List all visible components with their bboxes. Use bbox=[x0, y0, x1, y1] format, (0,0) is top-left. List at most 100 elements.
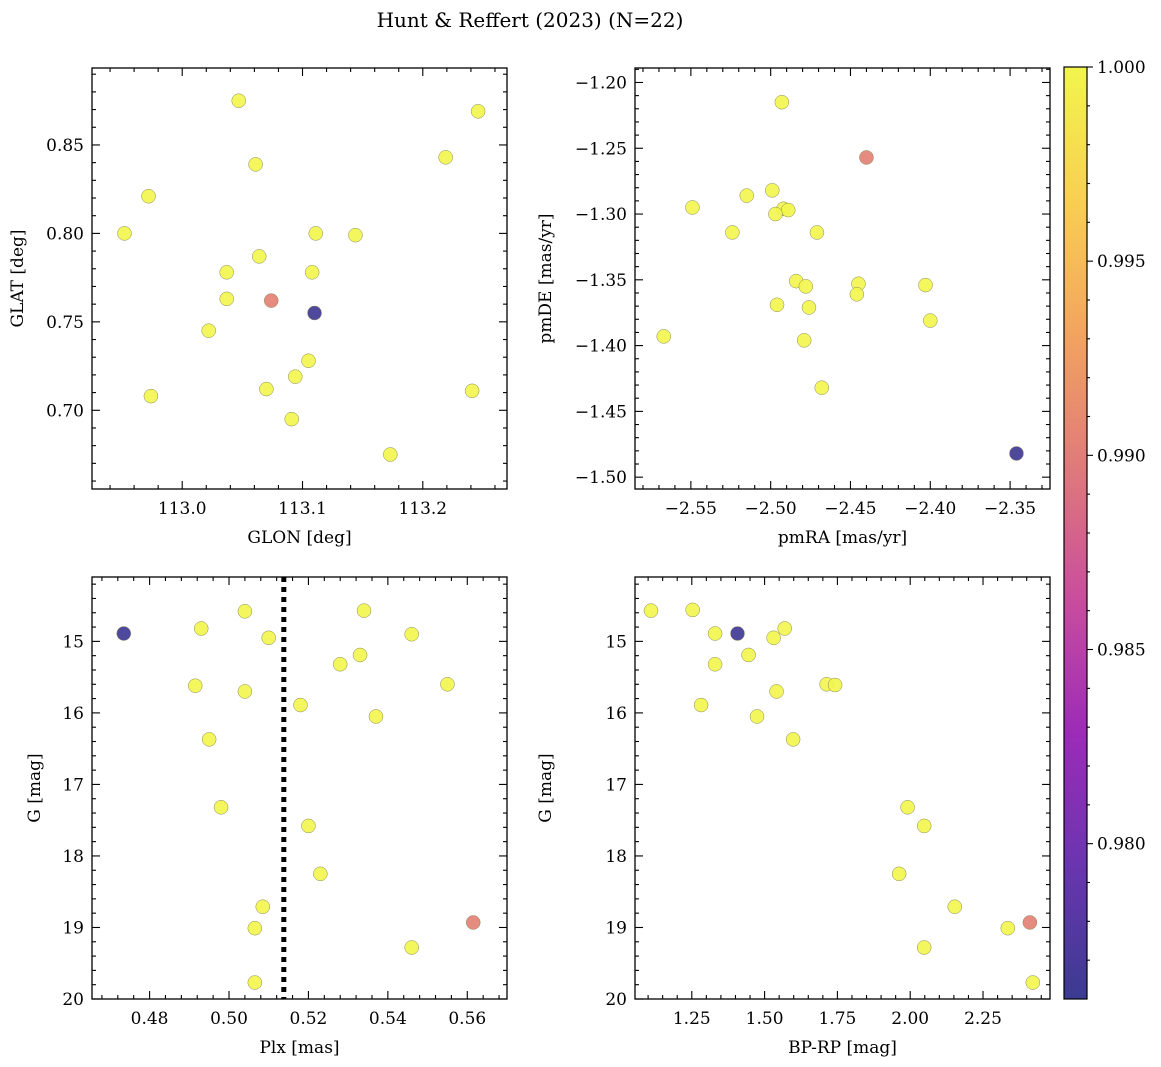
data-point bbox=[304, 265, 320, 280]
data-point bbox=[237, 604, 253, 619]
data-point bbox=[356, 603, 372, 618]
data-point bbox=[859, 150, 874, 165]
data-point bbox=[1000, 920, 1016, 936]
y-tick-label: 17 bbox=[62, 775, 84, 795]
y-axis-label: G [mag] bbox=[25, 753, 45, 822]
data-point bbox=[768, 206, 783, 222]
data-point bbox=[293, 697, 308, 713]
panel-pm: −2.55 −2.50 −2.45 −2.40 −2.35 −1.50 −1.45 −1.40… bbox=[536, 67, 1051, 548]
y-tick-label: 0.80 bbox=[46, 224, 84, 244]
data-point bbox=[765, 183, 780, 198]
y-tick-label: −1.40 bbox=[575, 337, 627, 357]
data-point bbox=[438, 150, 453, 165]
data-point bbox=[308, 226, 323, 241]
data-point bbox=[141, 188, 156, 204]
y-axis-label: pmDE [mas/yr] bbox=[536, 213, 556, 343]
data-point bbox=[352, 647, 368, 663]
x-tick-label: −2.50 bbox=[745, 499, 797, 519]
x-tick-label: 0.52 bbox=[290, 1009, 328, 1029]
y-tick-label: 20 bbox=[605, 990, 627, 1010]
data-point bbox=[219, 265, 234, 280]
x-axis-label: GLON [deg] bbox=[247, 528, 351, 548]
data-point bbox=[891, 866, 907, 882]
x-tick-label: 1.75 bbox=[818, 1009, 856, 1029]
data-point bbox=[827, 677, 843, 693]
y-tick-label: 20 bbox=[62, 990, 84, 1010]
y-tick-label: 17 bbox=[605, 775, 627, 795]
y-tick-label: −1.30 bbox=[575, 205, 627, 225]
data-point bbox=[261, 630, 276, 646]
colorbar-tick-label: 0.995 bbox=[1097, 252, 1146, 272]
data-point bbox=[707, 657, 723, 672]
data-point bbox=[213, 800, 229, 815]
figure-title: Hunt & Reffert (2023) (N=22) bbox=[377, 8, 684, 32]
colorbar-tick-label: 0.980 bbox=[1097, 835, 1146, 855]
data-point bbox=[332, 657, 348, 672]
data-point bbox=[368, 709, 384, 724]
x-axis-label: Plx [mas] bbox=[259, 1038, 339, 1058]
colorbar-gradient bbox=[1063, 66, 1088, 1000]
y-tick-label: 18 bbox=[62, 847, 84, 867]
data-point bbox=[774, 94, 790, 110]
data-point bbox=[464, 383, 480, 399]
y-tick-label: −1.20 bbox=[575, 73, 627, 93]
y-tick-label: 19 bbox=[605, 918, 627, 938]
data-point bbox=[248, 157, 263, 172]
data-point bbox=[284, 411, 299, 427]
data-point bbox=[231, 93, 247, 108]
y-tick-label: 15 bbox=[62, 632, 84, 652]
data-point bbox=[916, 940, 932, 955]
data-point bbox=[947, 899, 963, 914]
x-tick-label: 0.50 bbox=[210, 1009, 248, 1029]
data-point bbox=[814, 380, 829, 395]
y-tick-label: 0.75 bbox=[46, 313, 84, 333]
data-point bbox=[404, 626, 419, 642]
y-tick-label: 16 bbox=[62, 704, 84, 724]
x-tick-label: 2.00 bbox=[891, 1009, 929, 1029]
colorbar: 0.980 0.985 0.990 0.995 1.000 bbox=[1063, 58, 1146, 1000]
data-point bbox=[383, 447, 398, 462]
x-tick-label: 0.54 bbox=[369, 1009, 407, 1029]
data-point bbox=[313, 866, 328, 882]
panel-sky: 113.0 113.1 113.2 0.70 0.75 0.80 0.85 GLON [deg… bbox=[8, 67, 508, 548]
panel-plx: 0.48 0.50 0.52 0.54 0.56 15 16 17 18 19 20 Plx [mas… bbox=[25, 576, 508, 1058]
y-tick-label: −1.50 bbox=[575, 468, 627, 488]
y-tick-label: 0.85 bbox=[46, 136, 84, 156]
data-point bbox=[259, 381, 274, 397]
data-point bbox=[766, 630, 781, 646]
data-point bbox=[739, 188, 754, 203]
data-point bbox=[117, 226, 132, 241]
x-tick-label: 1.50 bbox=[746, 1009, 784, 1029]
data-point bbox=[785, 732, 801, 747]
data-point bbox=[348, 227, 363, 243]
data-point bbox=[1022, 915, 1038, 930]
data-point bbox=[143, 388, 159, 404]
panel-cmd: 1.25 1.50 1.75 2.00 2.25 15 16 17 18 19 20 BP-RP [m… bbox=[536, 576, 1051, 1058]
colorbar-tick-label: 1.000 bbox=[1097, 58, 1146, 78]
data-point bbox=[288, 369, 303, 384]
data-point bbox=[656, 329, 671, 344]
data-point bbox=[809, 225, 825, 240]
y-tick-label: 19 bbox=[62, 918, 84, 938]
data-point bbox=[918, 277, 933, 293]
x-tick-label: 113.1 bbox=[278, 499, 327, 519]
data-point bbox=[707, 626, 723, 641]
plot-frame bbox=[634, 67, 1051, 490]
x-tick-label: 2.25 bbox=[964, 1009, 1002, 1029]
data-point bbox=[725, 225, 740, 240]
data-point bbox=[201, 732, 217, 747]
y-tick-label: 0.70 bbox=[46, 401, 84, 421]
data-point bbox=[440, 677, 455, 692]
plot-frame bbox=[634, 576, 1051, 1000]
x-tick-label: −2.35 bbox=[984, 499, 1036, 519]
data-point bbox=[693, 697, 709, 713]
x-axis-label: BP-RP [mag] bbox=[788, 1038, 897, 1058]
x-tick-label: 1.25 bbox=[673, 1009, 711, 1029]
data-point bbox=[1025, 975, 1041, 990]
data-point bbox=[263, 293, 279, 308]
data-point bbox=[404, 940, 419, 955]
data-point bbox=[900, 800, 915, 815]
y-axis-label: G [mag] bbox=[536, 753, 556, 822]
data-point bbox=[923, 313, 938, 328]
